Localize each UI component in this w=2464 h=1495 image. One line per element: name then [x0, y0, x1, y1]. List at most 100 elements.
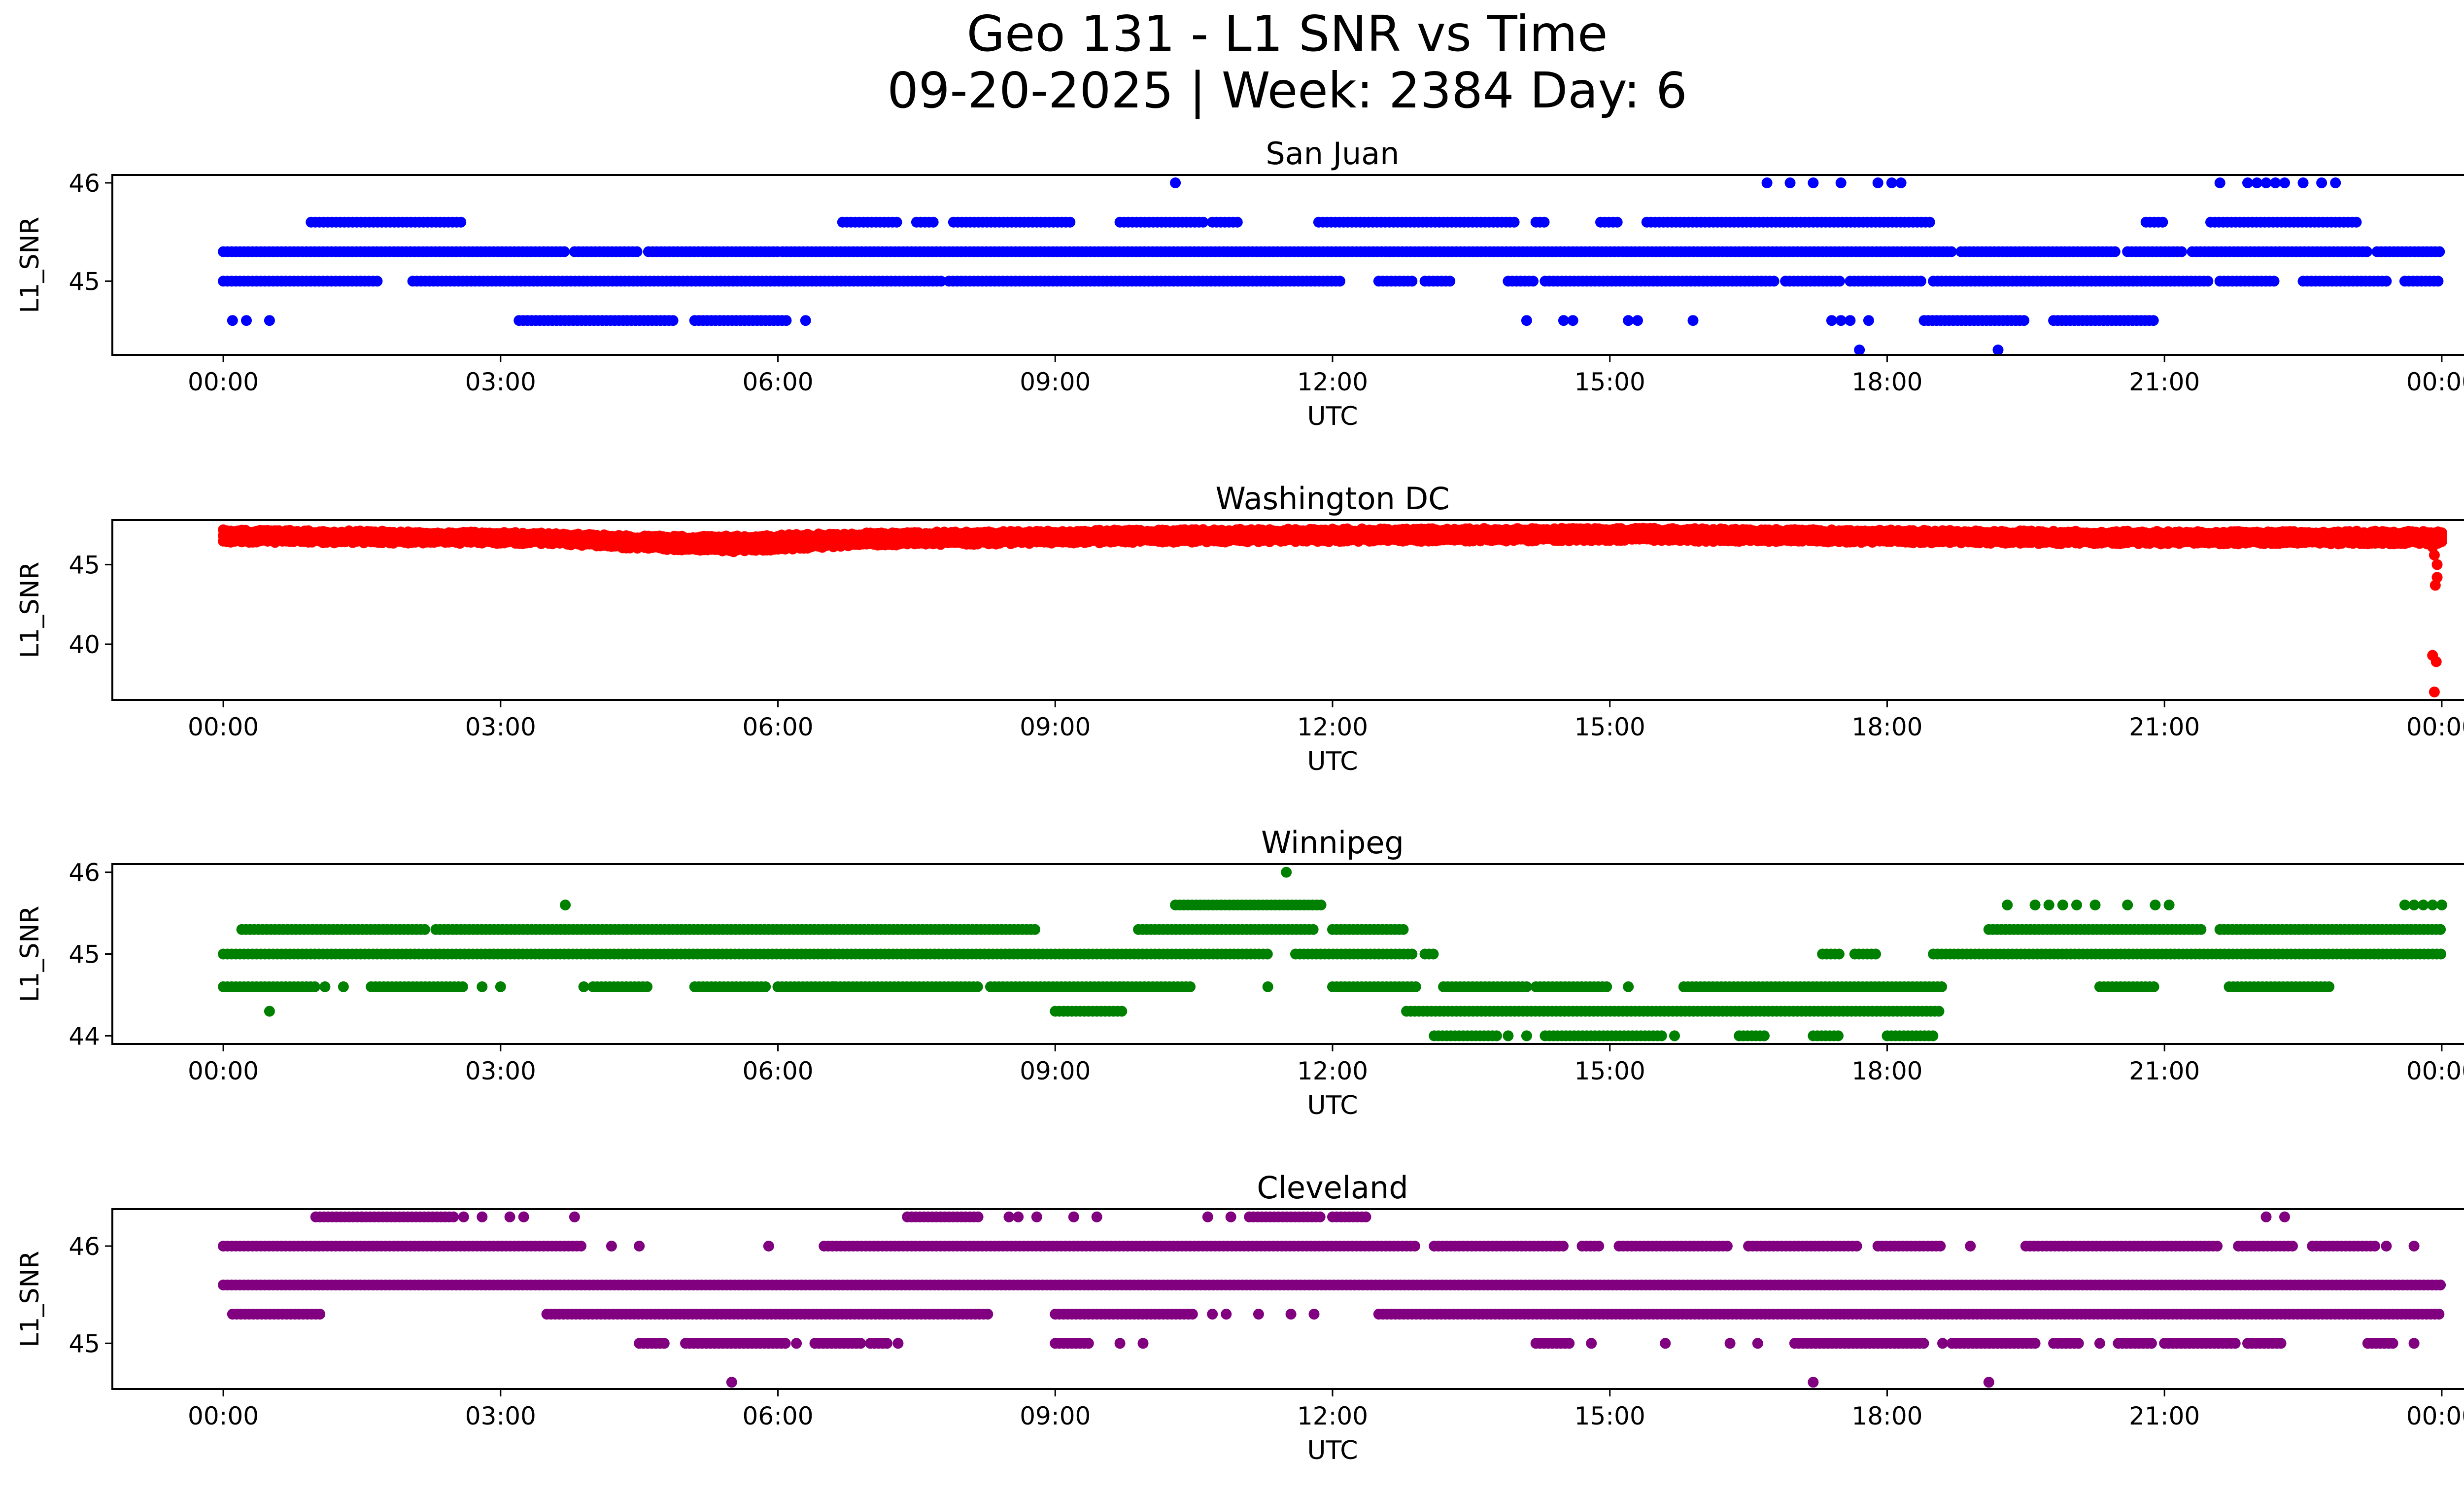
- winnipeg-point: [2148, 981, 2159, 992]
- winnipeg-x-tick-label: 00:00: [188, 1057, 259, 1085]
- san-juan-point: [1834, 276, 1845, 287]
- winnipeg-point: [2324, 981, 2335, 992]
- san-juan-x-tick-label: 12:00: [1297, 368, 1368, 396]
- san-juan-point: [1232, 216, 1243, 228]
- san-juan-point: [1886, 177, 1897, 188]
- san-juan-point: [1768, 276, 1780, 287]
- san-juan-point: [1558, 315, 1569, 326]
- san-juan-point: [2279, 177, 2290, 188]
- san-juan-point: [1895, 177, 1907, 188]
- san-juan-point: [1508, 216, 1520, 228]
- winnipeg-x-tick-label: 00:00: [2406, 1057, 2464, 1085]
- san-juan-point: [781, 315, 792, 326]
- san-juan-point: [2316, 177, 2327, 188]
- winnipeg-point: [1870, 948, 1881, 960]
- washington-dc-outlier-point: [2429, 686, 2440, 697]
- winnipeg-point: [1307, 924, 1319, 935]
- san-juan-point: [2432, 276, 2444, 287]
- winnipeg-point: [2163, 900, 2175, 910]
- san-juan-point: [2330, 177, 2341, 188]
- winnipeg-point: [309, 981, 320, 992]
- san-juan-point: [1835, 177, 1847, 188]
- san-juan-point: [1623, 315, 1634, 326]
- san-juan-point: [1611, 216, 1623, 228]
- winnipeg-point: [1503, 1030, 1514, 1042]
- washington-dc-x-tick-label: 09:00: [1020, 713, 1091, 741]
- winnipeg-point: [1398, 924, 1409, 935]
- san-juan-point: [1835, 315, 1847, 326]
- washington-dc-outlier-point: [2431, 559, 2443, 570]
- winnipeg-point: [1281, 867, 1292, 878]
- winnipeg-x-axis-label: UTC: [1307, 1091, 1358, 1120]
- san-juan-x-tick-label: 00:00: [2406, 368, 2464, 396]
- washington-dc-y-tick-label: 45: [68, 551, 100, 579]
- winnipeg-point: [2002, 900, 2013, 910]
- washington-dc-outlier-point: [2430, 580, 2441, 591]
- winnipeg-point: [560, 900, 571, 910]
- san-juan-point: [2109, 246, 2121, 257]
- san-juan-point: [2202, 276, 2214, 287]
- washington-dc-x-tick-label: 00:00: [188, 713, 259, 741]
- cleveland-title: Cleveland: [1257, 1170, 1408, 1206]
- washington-dc-point: [2436, 527, 2447, 538]
- winnipeg-point: [1669, 1030, 1680, 1042]
- winnipeg-point: [1601, 981, 1612, 992]
- winnipeg-point: [1406, 948, 1418, 960]
- san-juan-x-tick-label: 06:00: [742, 368, 813, 396]
- san-juan-x-tick-label: 18:00: [1851, 368, 1922, 396]
- san-juan-point: [1946, 246, 1957, 257]
- winnipeg-x-tick-label: 12:00: [1297, 1057, 1368, 1085]
- figure-title-line2: 09-20-2025 | Week: 2384 Day: 6: [887, 62, 1687, 119]
- san-juan-point: [2242, 177, 2253, 188]
- san-juan-point: [2019, 315, 2030, 326]
- winnipeg-point: [2150, 900, 2161, 910]
- winnipeg-y-tick-label: 46: [68, 859, 100, 887]
- san-juan-point: [2361, 246, 2372, 257]
- winnipeg-point: [457, 981, 468, 992]
- san-juan-point: [2251, 177, 2262, 188]
- winnipeg-point: [1262, 948, 1273, 960]
- winnipeg-point: [828, 981, 839, 992]
- winnipeg-x-tick-label: 06:00: [742, 1057, 813, 1085]
- san-juan-x-tick-label: 21:00: [2129, 368, 2200, 396]
- washington-dc-x-tick-label: 12:00: [1297, 713, 1368, 741]
- winnipeg-x-tick-label: 03:00: [465, 1057, 536, 1085]
- san-juan-point: [2260, 177, 2272, 188]
- winnipeg-y-axis-label: L1_SNR: [15, 905, 45, 1002]
- san-juan-point: [1170, 177, 1181, 188]
- washington-dc-x-tick-label: 06:00: [742, 713, 813, 741]
- winnipeg-point: [1623, 981, 1634, 992]
- winnipeg-point: [2435, 948, 2446, 960]
- winnipeg-point: [1410, 981, 1421, 992]
- san-juan-point: [2434, 246, 2445, 257]
- winnipeg-point: [319, 981, 331, 992]
- san-juan-point: [1808, 177, 1819, 188]
- winnipeg-point: [1936, 981, 1948, 992]
- winnipeg-point: [2089, 900, 2101, 910]
- washington-dc-x-tick-label: 03:00: [465, 713, 536, 741]
- san-juan-point: [1444, 276, 1456, 287]
- winnipeg-point: [1262, 981, 1273, 992]
- winnipeg-point: [578, 981, 589, 992]
- san-juan-point: [1992, 345, 2004, 355]
- winnipeg-x-tick-label: 18:00: [1851, 1057, 1922, 1085]
- san-juan-point: [2351, 216, 2362, 228]
- winnipeg-point: [1927, 1030, 1939, 1042]
- winnipeg-point: [1114, 981, 1126, 992]
- winnipeg-x-tick-label: 09:00: [1020, 1057, 1091, 1085]
- winnipeg-point: [2408, 900, 2420, 910]
- san-juan-series-points: [218, 177, 2445, 355]
- san-juan-y-axis-label: L1_SNR: [15, 216, 45, 313]
- san-juan-title: San Juan: [1266, 136, 1399, 172]
- washington-dc-title: Washington DC: [1215, 481, 1449, 517]
- winnipeg-point: [1521, 981, 1532, 992]
- san-juan-point: [1064, 216, 1076, 228]
- san-juan-point: [1335, 276, 1345, 287]
- winnipeg-point: [419, 924, 430, 935]
- san-juan-point: [2148, 315, 2159, 326]
- san-juan-point: [1198, 216, 1209, 228]
- winnipeg-point: [1656, 1030, 1667, 1042]
- san-juan-point: [1924, 216, 1935, 228]
